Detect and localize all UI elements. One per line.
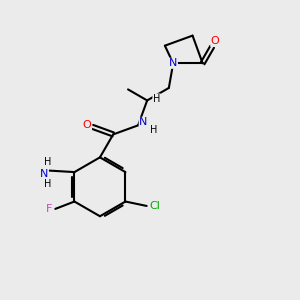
- Text: H: H: [153, 94, 160, 104]
- Text: N: N: [139, 117, 148, 128]
- Text: H: H: [44, 158, 52, 167]
- Text: N: N: [169, 58, 177, 68]
- Text: F: F: [46, 204, 52, 214]
- Text: O: O: [83, 120, 92, 130]
- Text: N: N: [40, 169, 48, 179]
- Text: Cl: Cl: [149, 201, 160, 211]
- Text: H: H: [44, 179, 52, 189]
- Text: O: O: [211, 36, 220, 46]
- Text: H: H: [150, 125, 157, 135]
